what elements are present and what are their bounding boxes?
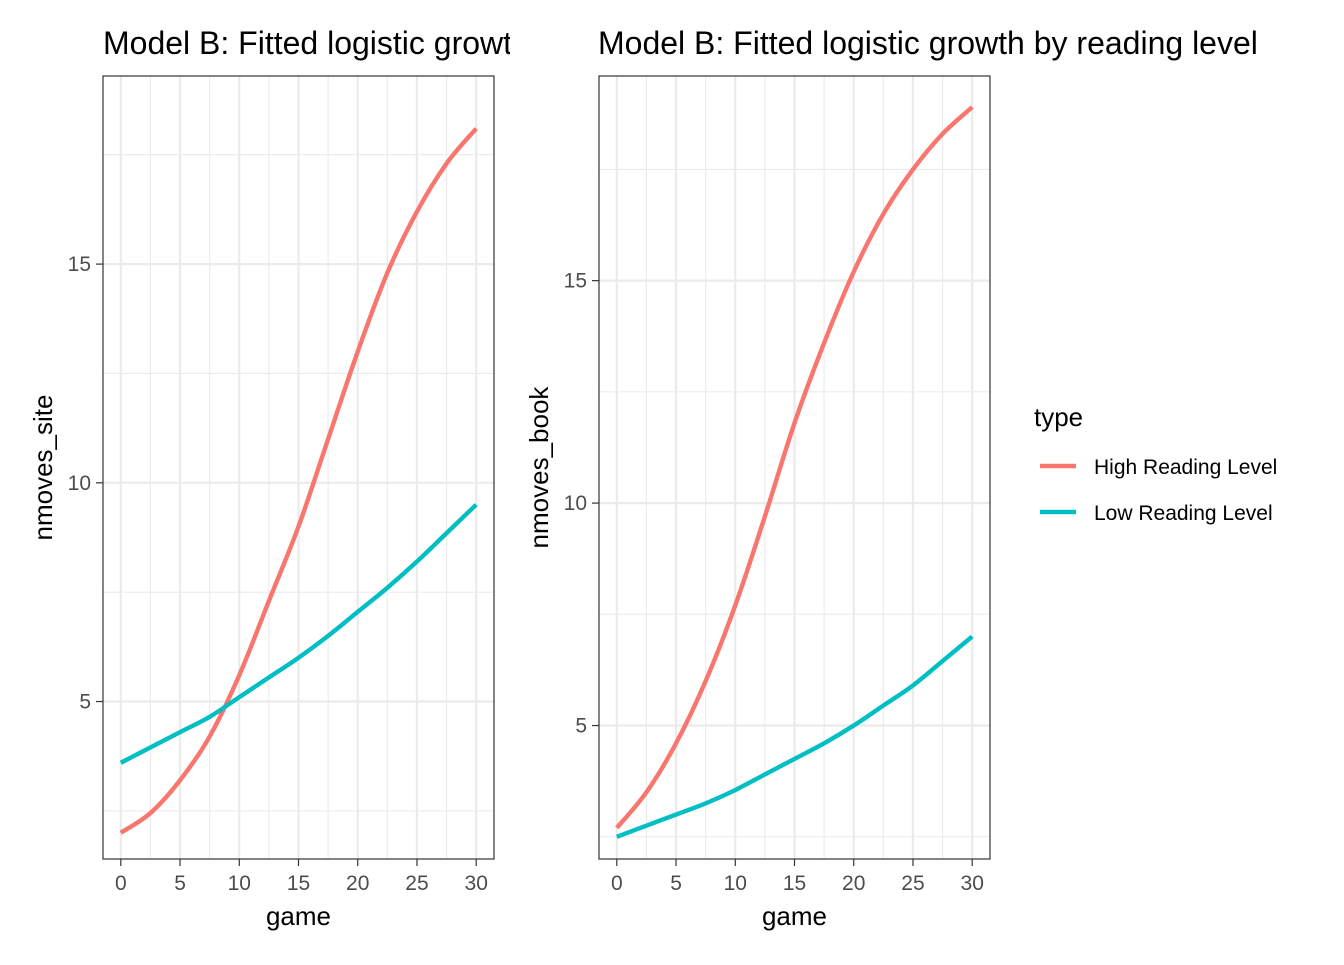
x-tick-label: 15 [287,872,310,895]
legend-label-low: Low Reading Level [1094,502,1273,525]
y-tick-label: 15 [68,253,91,276]
plot-title: Model B: Fitted logistic growth by readi… [598,25,1258,61]
x-tick-label: 15 [783,872,806,895]
x-tick-label: 25 [901,872,924,895]
x-tick-label: 20 [346,872,369,895]
series-line-high-reading-level [119,127,478,835]
x-tick-label: 30 [961,872,984,895]
x-axis-title: game [266,901,331,931]
x-tick-label: 20 [842,872,865,895]
x-tick-label: 10 [228,872,251,895]
y-axis-title: nmoves_site [28,395,58,541]
right-panel: 0 5 10 15 20 25 30 5 10 15 game nmoves_book Model B:… [524,25,1258,931]
x-tick-label: 10 [724,872,747,895]
left-panel: 0 5 10 15 20 25 30 5 10 15 game nmoves_site Model B:… [28,25,763,931]
x-tick-label: 25 [405,872,428,895]
series-line-low-reading-level [616,634,974,839]
legend-title: type [1034,402,1083,432]
x-axis-title: game [762,901,827,931]
y-tick-label: 10 [564,492,587,515]
y-tick-label: 15 [564,270,587,293]
plot-title: Model B: Fitted logistic growth by readi… [103,25,763,61]
series-line-low-reading-level [119,503,478,765]
y-axis-title: nmoves_book [524,386,554,549]
x-tick-label: 5 [670,872,682,895]
legend: type High Reading Level Low Reading Leve… [1034,402,1277,525]
y-tick-label: 10 [68,472,91,495]
x-tick-label: 5 [174,872,186,895]
legend-label-high: High Reading Level [1094,456,1277,479]
x-tick-label: 30 [465,872,488,895]
series-line-high-reading-level [615,105,974,830]
y-tick-label: 5 [79,691,91,714]
x-tick-label: 0 [611,872,623,895]
y-tick-label: 5 [575,715,587,738]
x-tick-label: 0 [115,872,127,895]
